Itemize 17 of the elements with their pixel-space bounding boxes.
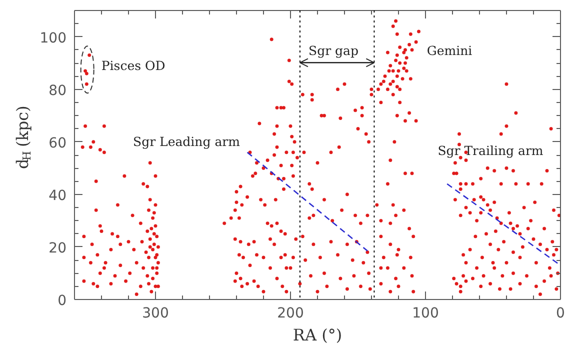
x-axis-title: RA (°): [292, 326, 342, 344]
y-tick-label: 60: [48, 135, 67, 152]
annotation: Sgr gap: [308, 43, 358, 58]
x-tick-label: 100: [412, 306, 439, 322]
y-tick-label: 20: [48, 240, 67, 256]
y-axis-title: dH (kpc): [13, 106, 34, 170]
annotation: Sgr Leading arm: [133, 134, 240, 149]
y-tick-label: 100: [40, 30, 67, 46]
annotation: Gemini: [426, 43, 472, 58]
x-tick-label: 0: [556, 306, 565, 322]
x-tick-label: 300: [142, 306, 169, 322]
annotation: Sgr Trailing arm: [438, 143, 544, 158]
y-tick-label: 40: [48, 188, 67, 204]
annotation: Pisces OD: [101, 58, 166, 74]
y-tick-label: 80: [48, 82, 67, 99]
x-tick-label: 200: [277, 306, 304, 322]
y-tick-label: 0: [58, 293, 67, 309]
